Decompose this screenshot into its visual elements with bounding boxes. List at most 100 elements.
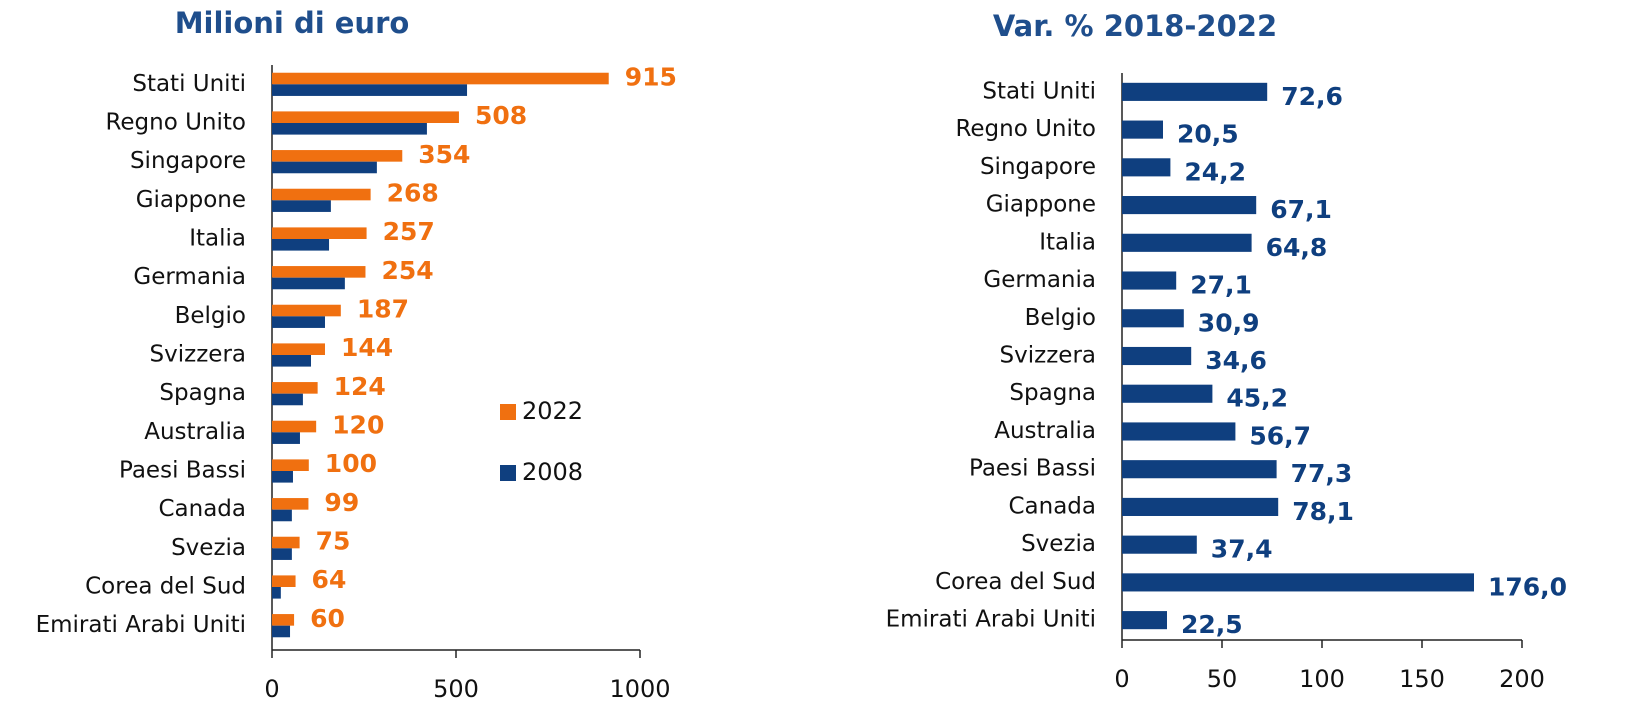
- bar: [272, 536, 300, 549]
- data-label: 64: [312, 565, 347, 594]
- bar: [1122, 384, 1213, 403]
- y-tick-label: Italia: [1039, 229, 1096, 255]
- data-label: 72,6: [1281, 82, 1343, 111]
- y-tick-label: Regno Unito: [955, 116, 1096, 142]
- y-tick-label: Australia: [144, 419, 246, 445]
- y-tick-label: Svizzera: [150, 342, 246, 368]
- y-tick-label: Belgio: [175, 303, 246, 329]
- data-label: 20,5: [1177, 120, 1239, 149]
- chart-title: Var. % 2018-2022: [993, 9, 1277, 43]
- x-tick-label: 100: [1299, 665, 1345, 693]
- y-tick-label: Regno Unito: [105, 110, 246, 136]
- legend-swatch: [500, 465, 516, 481]
- data-label: 75: [316, 527, 351, 556]
- y-tick-label: Singapore: [130, 148, 246, 174]
- x-tick-label: 200: [1499, 665, 1545, 693]
- data-label: 268: [387, 179, 439, 208]
- data-label: 45,2: [1226, 384, 1288, 413]
- bar: [272, 343, 325, 355]
- legend-label: 2008: [522, 458, 583, 486]
- x-tick-label: 150: [1399, 665, 1445, 693]
- bar: [272, 625, 291, 638]
- bar: [272, 123, 427, 135]
- bar: [272, 188, 371, 201]
- bar: [1122, 573, 1474, 592]
- y-tick-label: Germania: [133, 264, 246, 290]
- bar: [272, 509, 292, 522]
- bar: [272, 614, 295, 626]
- bar: [272, 227, 367, 239]
- bar: [1122, 82, 1268, 101]
- y-tick-label: Svizzera: [1000, 343, 1096, 369]
- y-tick-label: Paesi Bassi: [969, 456, 1096, 482]
- data-label: 354: [418, 140, 470, 169]
- bar: [272, 84, 468, 96]
- data-label: 56,7: [1249, 421, 1311, 450]
- data-label: 100: [325, 449, 377, 478]
- bar: [272, 587, 281, 599]
- data-label: 78,1: [1292, 497, 1354, 526]
- data-label: 120: [332, 411, 384, 440]
- bar: [1122, 346, 1192, 366]
- data-label: 27,1: [1190, 271, 1252, 300]
- bar: [272, 316, 325, 328]
- x-tick-label: 0: [1114, 665, 1129, 693]
- data-label: 508: [475, 101, 527, 130]
- y-tick-label: Corea del Sud: [85, 574, 246, 600]
- data-label: 60: [310, 604, 345, 633]
- data-label: 254: [381, 256, 433, 285]
- bar: [272, 200, 331, 212]
- data-label: 24,2: [1184, 157, 1246, 186]
- legend-label: 2022: [522, 397, 583, 425]
- y-tick-label: Singapore: [980, 154, 1096, 180]
- bar: [1122, 271, 1177, 290]
- bar: [272, 459, 309, 471]
- data-label: 257: [383, 217, 435, 246]
- bar: [272, 277, 345, 290]
- data-label: 915: [625, 63, 677, 92]
- y-tick-label: Corea del Sud: [935, 569, 1096, 595]
- bar: [272, 382, 318, 394]
- bar: [1122, 196, 1257, 215]
- y-tick-label: Italia: [189, 226, 246, 252]
- bar: [1122, 611, 1167, 630]
- bar: [1122, 120, 1163, 139]
- y-tick-label: Canada: [1008, 493, 1096, 519]
- bar: [272, 72, 609, 85]
- bar: [272, 420, 317, 433]
- bar: [272, 304, 341, 317]
- legend-swatch: [500, 404, 516, 420]
- data-label: 144: [341, 333, 393, 362]
- x-tick-label: 500: [433, 675, 479, 703]
- data-label: 99: [324, 488, 359, 517]
- x-tick-label: 1000: [609, 675, 670, 703]
- y-tick-label: Spagna: [159, 380, 246, 406]
- y-tick-label: Australia: [994, 418, 1096, 444]
- data-label: 64,8: [1266, 233, 1328, 262]
- bar: [272, 432, 300, 444]
- bar: [1122, 535, 1197, 554]
- bar: [272, 575, 296, 587]
- data-label: 34,6: [1205, 346, 1267, 375]
- y-tick-label: Germania: [983, 267, 1096, 293]
- y-tick-label: Canada: [158, 496, 246, 522]
- y-tick-label: Emirati Arabi Uniti: [886, 607, 1096, 633]
- bar: [1122, 497, 1279, 516]
- bar: [272, 161, 377, 174]
- bar: [272, 355, 312, 367]
- y-tick-label: Svezia: [1021, 531, 1096, 557]
- x-tick-label: 0: [264, 675, 279, 703]
- x-tick-label: 50: [1207, 665, 1238, 693]
- y-tick-label: Paesi Bassi: [119, 458, 246, 484]
- bar: [272, 471, 293, 483]
- y-tick-label: Belgio: [1025, 305, 1096, 331]
- data-label: 67,1: [1270, 195, 1332, 224]
- bar: [1122, 309, 1184, 328]
- y-tick-label: Svezia: [171, 535, 246, 561]
- bar: [272, 150, 403, 162]
- bar: [272, 393, 303, 406]
- data-label: 187: [357, 295, 409, 324]
- data-label: 176,0: [1488, 572, 1567, 601]
- data-label: 77,3: [1291, 459, 1353, 488]
